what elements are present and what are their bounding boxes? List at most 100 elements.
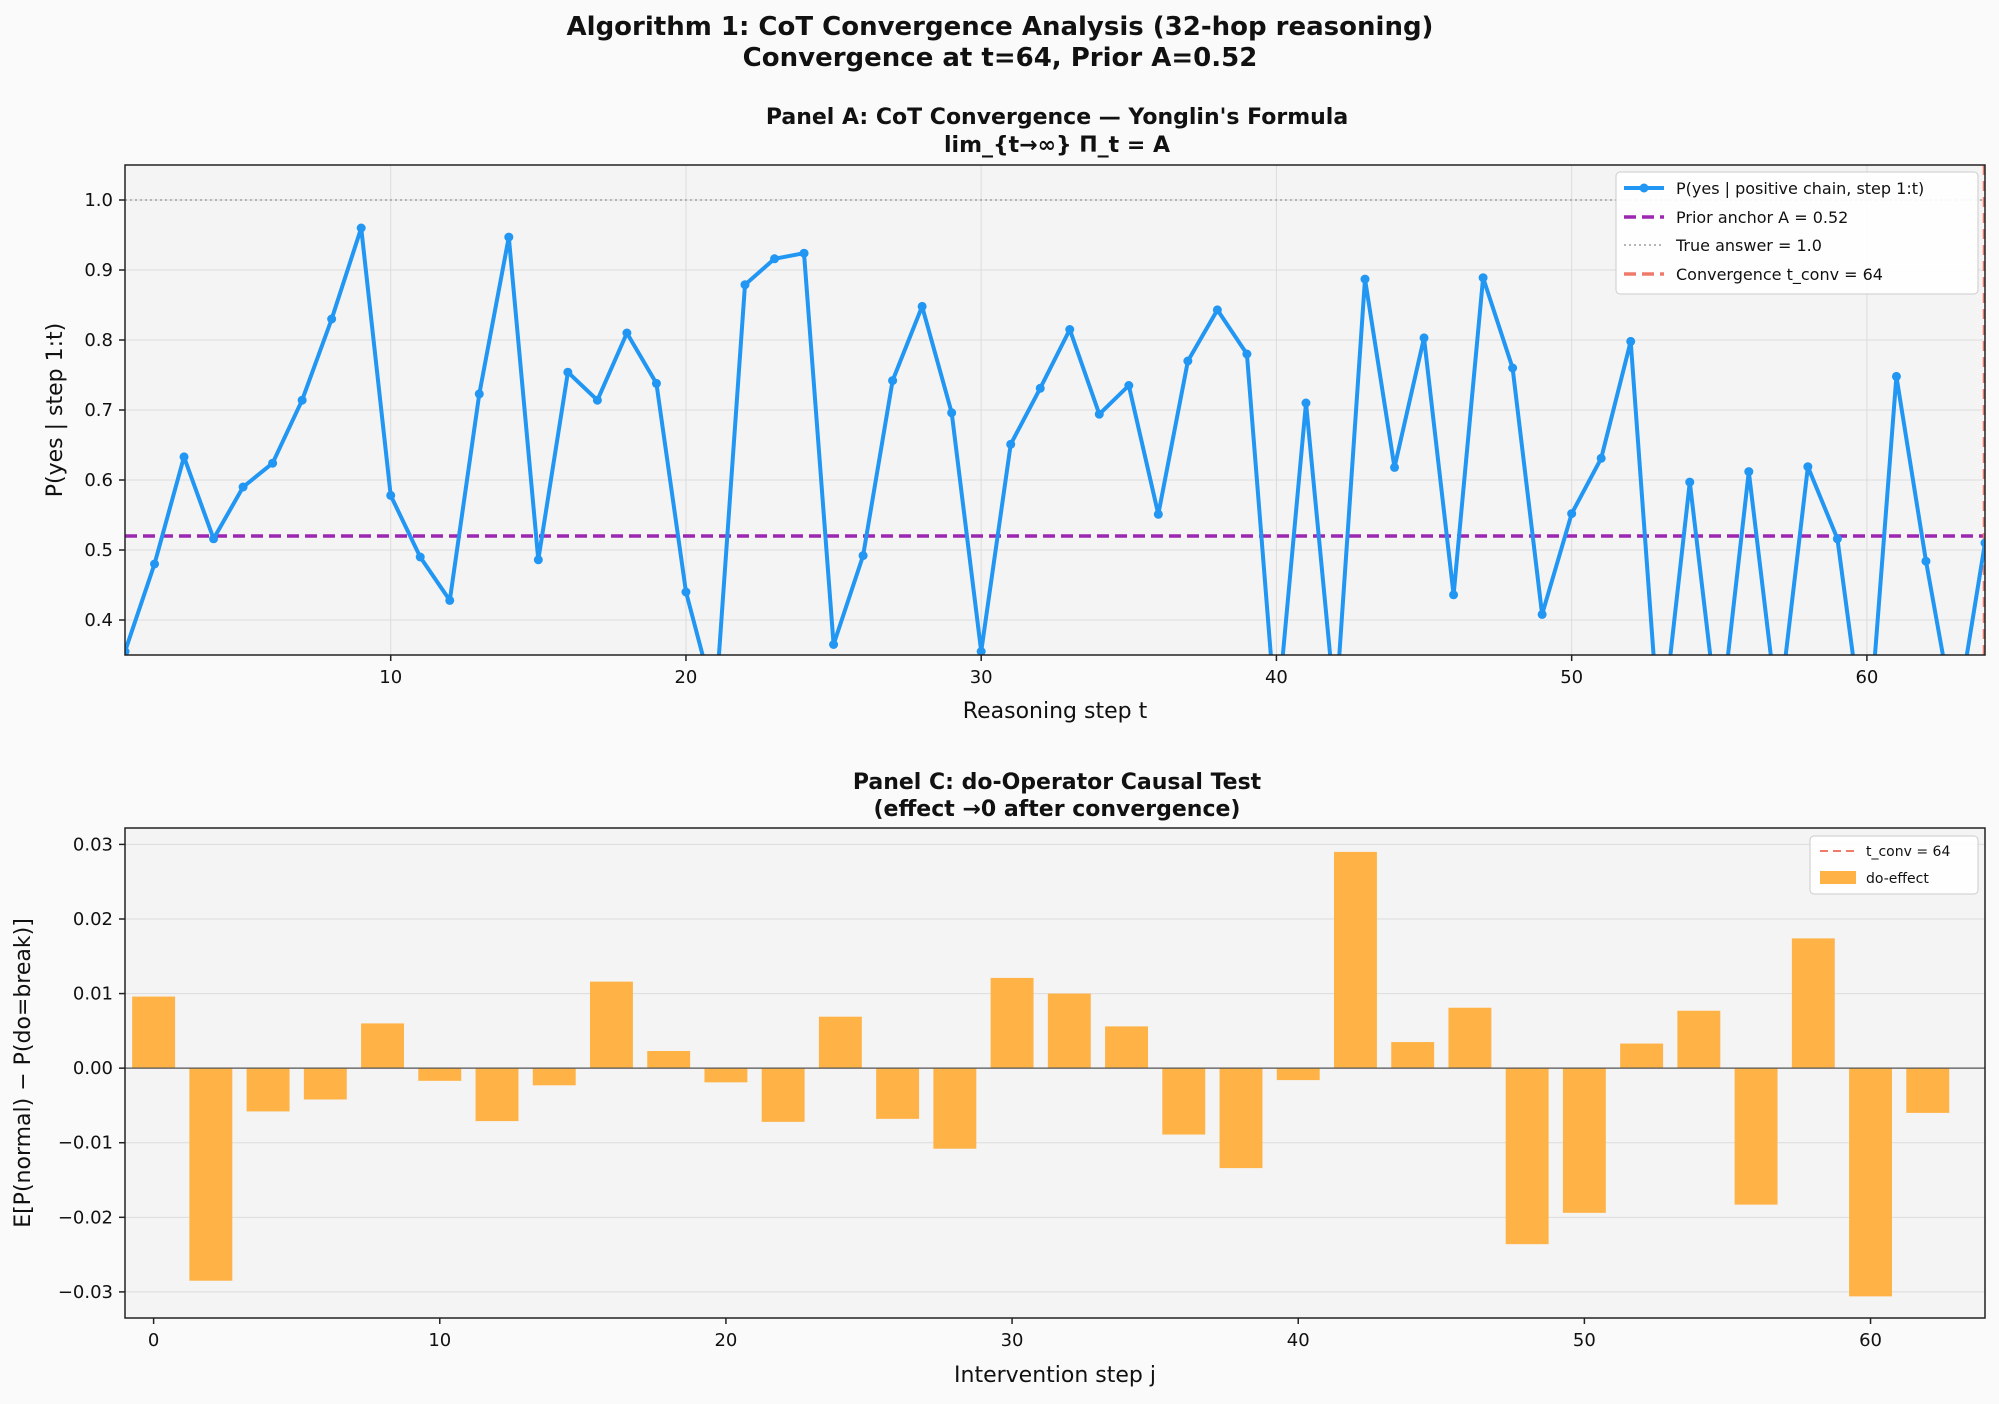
panel-c-title-line1: Panel C: do-Operator Causal Test <box>853 770 1262 795</box>
probability-point <box>1124 381 1134 390</box>
legend-label-truth: True answer = 1.0 <box>1675 236 1822 255</box>
panel-a-y-tick-label: 0.8 <box>84 330 113 351</box>
do-effect-bar <box>1448 1007 1492 1069</box>
probability-point <box>1478 273 1488 283</box>
do-effect-bar <box>246 1068 290 1112</box>
probability-point <box>179 452 189 462</box>
legend-label-do-effect: do-effect <box>1866 871 1929 887</box>
legend-label-prior: Prior anchor A = 0.52 <box>1676 208 1848 227</box>
do-effect-bar <box>1906 1068 1950 1113</box>
probability-point <box>711 700 720 709</box>
panel-a-y-tick-label: 0.9 <box>84 260 113 281</box>
probability-point <box>1272 721 1281 730</box>
probability-point <box>1153 509 1163 519</box>
probability-point <box>917 301 927 311</box>
probability-point <box>238 482 248 492</box>
panel-c-y-tick-label: −0.03 <box>58 1282 113 1303</box>
probability-point <box>1921 556 1931 566</box>
legend-label-convergence: Convergence t_conv = 64 <box>1676 265 1883 285</box>
do-effect-bar <box>361 1023 404 1069</box>
panel-c-plot-background <box>125 828 1985 1318</box>
panel-c-x-tick-label: 30 <box>1001 1330 1024 1351</box>
probability-point <box>858 551 868 561</box>
probability-point <box>1656 742 1665 751</box>
panel-c-y-tick-label: 0.02 <box>73 909 113 930</box>
probability-point <box>386 490 396 500</box>
probability-point <box>1685 477 1695 487</box>
panel-c-x-axis-label: Intervention step j <box>954 1363 1156 1388</box>
probability-line <box>125 226 1985 655</box>
legend-marker-swatch <box>1639 183 1649 193</box>
panel-a-title-line1: Panel A: CoT Convergence — Yonglin's For… <box>766 105 1348 130</box>
probability-point <box>474 389 484 399</box>
legend-bar-swatch <box>1820 871 1856 884</box>
probability-point <box>622 328 632 338</box>
panel-c-y-tick-label: 0.00 <box>73 1058 113 1079</box>
do-effect-bar <box>1219 1068 1263 1169</box>
do-effect-bar <box>1620 1043 1664 1069</box>
probability-point <box>1715 728 1724 737</box>
probability-point <box>947 408 957 418</box>
panel-a-x-tick-label: 30 <box>970 667 993 688</box>
probability-point <box>1626 336 1636 346</box>
probability-point <box>209 534 219 544</box>
probability-point <box>1803 462 1813 472</box>
do-effect-bar <box>475 1068 519 1122</box>
panel-c-y-tick-label: 0.01 <box>73 984 113 1005</box>
panel-a-series-group <box>125 223 1985 765</box>
panel-a-x-tick-label: 10 <box>379 667 402 688</box>
panel-c-x-tick-label: 50 <box>1573 1330 1596 1351</box>
panel-c-legend: t_conv = 64 do-effect <box>1809 835 1979 895</box>
probability-point <box>770 254 780 264</box>
probability-point <box>1065 325 1075 334</box>
panel-a-y-tick-label: 0.6 <box>84 470 113 491</box>
probability-point <box>1094 409 1104 419</box>
probability-point <box>1006 439 1016 449</box>
do-effect-bar <box>933 1068 977 1149</box>
panel-a: Panel A: CoT Convergence — Yonglin's For… <box>43 105 1986 765</box>
probability-point <box>1567 509 1577 519</box>
figure-title-line2: Convergence at t=64, Prior A=0.52 <box>743 43 1258 73</box>
do-effect-bar <box>704 1068 748 1083</box>
panel-a-legend-box <box>1615 171 1979 295</box>
probability-point <box>1744 467 1754 477</box>
panel-a-x-tick-label: 40 <box>1265 667 1288 688</box>
probability-point <box>327 314 337 324</box>
panel-a-x-tick-label: 60 <box>1855 667 1878 688</box>
probability-point <box>1774 714 1783 723</box>
do-effect-bar <box>418 1068 462 1081</box>
probability-point <box>1951 721 1960 730</box>
probability-point <box>297 395 307 405</box>
probability-point <box>1449 590 1459 600</box>
panel-c-y-axis-label: E[P(normal) − P(do=break)] <box>11 918 36 1228</box>
do-effect-bar <box>761 1068 805 1122</box>
panel-a-x-tick-label: 50 <box>1560 667 1583 688</box>
do-effect-bar <box>1105 1026 1148 1069</box>
do-effect-bar <box>189 1068 233 1281</box>
probability-point <box>1035 383 1045 393</box>
panel-a-x-axis-label: Reasoning step t <box>963 699 1148 724</box>
probability-point <box>268 458 278 468</box>
probability-point <box>1242 349 1252 359</box>
probability-point <box>125 647 130 655</box>
panel-a-x-tick-label: 20 <box>674 667 697 688</box>
do-effect-bar <box>1276 1068 1320 1081</box>
probability-point <box>1891 371 1901 381</box>
probability-point <box>533 555 543 565</box>
probability-point <box>651 378 661 388</box>
do-effect-bar <box>1334 851 1377 1069</box>
probability-point <box>1331 707 1340 716</box>
probability-point <box>1596 453 1606 463</box>
probability-point <box>1508 363 1518 373</box>
do-effect-bar <box>818 1016 862 1069</box>
do-effect-bar <box>1047 993 1091 1069</box>
panel-c-x-tick-label: 10 <box>428 1330 451 1351</box>
probability-point <box>1862 756 1871 765</box>
probability-point <box>504 232 514 242</box>
probability-point <box>829 640 839 649</box>
legend-label-convergence: t_conv = 64 <box>1866 844 1950 860</box>
probability-point <box>445 595 455 605</box>
panel-c-x-tick-label: 20 <box>714 1330 737 1351</box>
do-effect-bar <box>1791 938 1835 1069</box>
probability-point <box>1212 305 1222 315</box>
